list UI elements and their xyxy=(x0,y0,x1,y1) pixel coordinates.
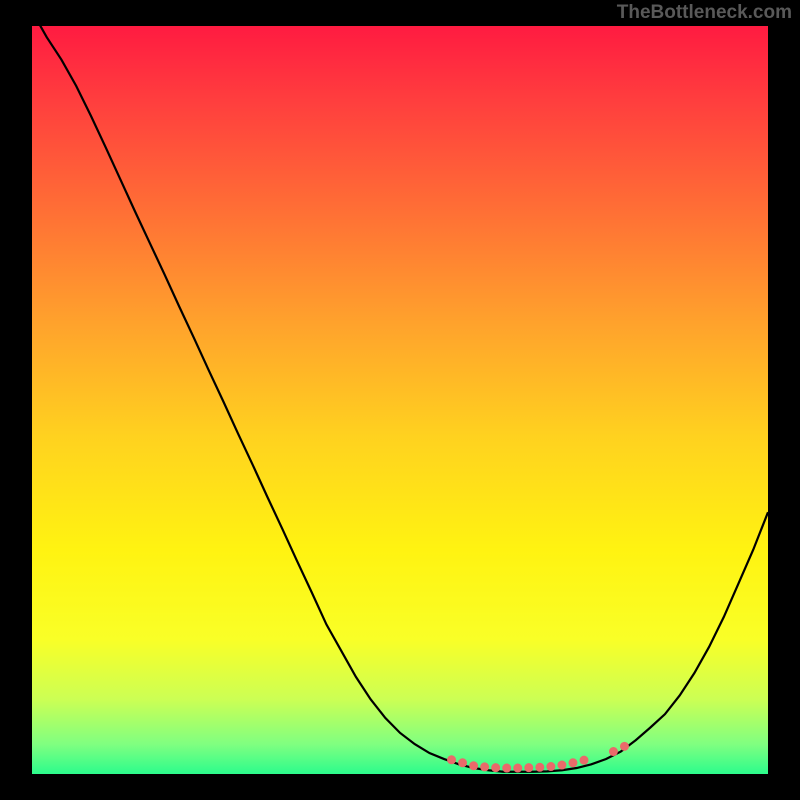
curve-marker xyxy=(492,764,500,772)
curve-marker xyxy=(514,764,522,772)
curve-marker xyxy=(558,761,566,769)
curve-marker xyxy=(569,759,577,767)
curve-marker xyxy=(503,764,511,772)
curve-marker xyxy=(547,763,555,771)
curve-marker xyxy=(536,763,544,771)
curve-marker xyxy=(459,759,467,767)
curve-layer xyxy=(32,26,768,774)
plot-area xyxy=(32,26,768,774)
chart-container: TheBottleneck.com xyxy=(0,0,800,800)
curve-marker xyxy=(580,756,588,764)
bottleneck-curve xyxy=(32,26,768,772)
curve-marker xyxy=(470,762,478,770)
curve-marker xyxy=(448,756,456,764)
watermark-text: TheBottleneck.com xyxy=(617,2,792,24)
curve-marker xyxy=(620,742,628,750)
curve-marker xyxy=(609,748,617,756)
curve-marker xyxy=(525,764,533,772)
curve-marker xyxy=(481,763,489,771)
